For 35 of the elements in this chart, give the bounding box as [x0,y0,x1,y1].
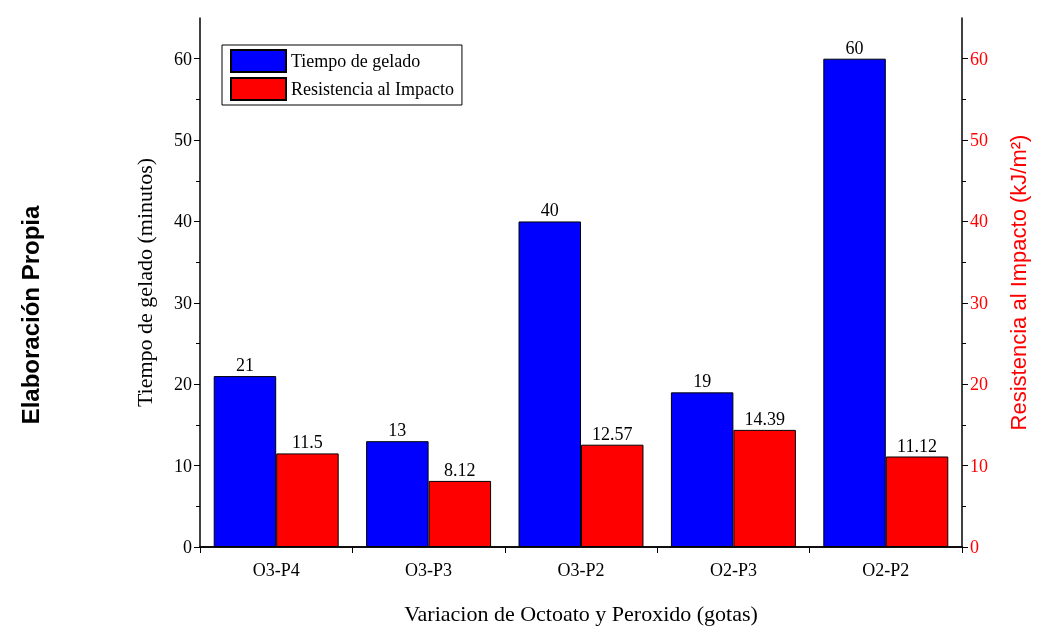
y-tick-label: 50 [174,130,192,151]
y-tick-label: 0 [183,537,192,557]
legend-label: Tiempo de gelado [291,51,421,71]
text: Elaboración Propia [16,204,44,425]
y2-tick-label: 60 [970,48,988,69]
y2-axis-title: Resistencia al Impacto (kJ/m²) [1005,134,1031,431]
data-label: 19 [693,371,712,392]
x-tick-label: O2-P3 [709,560,757,580]
y-tick-label: 10 [174,455,192,476]
data-label: 11.5 [292,432,323,453]
x-tick-label: O3-P3 [405,560,453,580]
data-label: 8.12 [444,459,476,480]
legend-label: Resistencia al Impacto [291,79,454,99]
y2-tick-label: 10 [970,455,988,476]
data-label: 40 [540,200,559,221]
data-label: 12.57 [591,423,633,444]
y-tick-label: 40 [174,211,192,232]
x-tick-label: O3-P2 [557,560,605,580]
y-tick-label: 30 [174,292,192,313]
y-tick-label: 60 [174,48,192,69]
data-label: 14.39 [744,408,785,429]
data-label: 11.12 [897,435,937,456]
data-label: 60 [845,37,864,58]
y2-tick-label: 0 [970,537,979,557]
y2-tick-label: 20 [970,374,988,395]
y-axis-title: Tiempo de gelado (minutos) [131,157,157,408]
x-axis-title: Variacion de Octoato y Peroxido (gotas) [404,600,758,626]
data-label: 21 [235,355,254,376]
y2-tick-label: 50 [970,130,988,151]
y2-tick-label: 30 [970,292,988,313]
y-tick-label: 20 [174,374,192,395]
x-tick-label: O3-P4 [252,560,300,580]
y2-tick-label: 40 [970,211,988,232]
x-tick-label: O2-P2 [862,560,910,580]
data-label: 13 [388,420,407,441]
